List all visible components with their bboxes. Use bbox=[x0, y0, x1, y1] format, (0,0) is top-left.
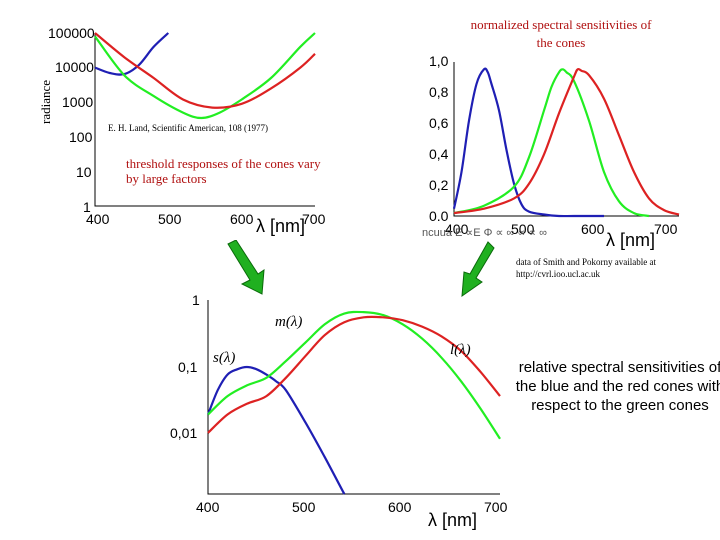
chart-axis bbox=[207, 300, 500, 495]
x-tick: 600 bbox=[388, 499, 412, 515]
normalized-series-group bbox=[452, 62, 680, 218]
arrow-right bbox=[461, 241, 495, 298]
normalized-tick-garble: ncuua E ∝E Φ ∝ ∞ ∝ ∝ ∞ bbox=[422, 227, 547, 239]
y-tick: 100000 bbox=[48, 25, 95, 41]
y-tick: 0,4 bbox=[429, 146, 449, 162]
series-line-m bbox=[207, 310, 501, 440]
relative-series-group bbox=[206, 300, 501, 495]
threshold-y-ticks: 100000 10000 1000 100 10 1 bbox=[48, 25, 95, 215]
y-tick: 1 bbox=[83, 199, 91, 215]
series-line-l bbox=[207, 315, 501, 434]
x-tick: 700 bbox=[484, 499, 508, 515]
y-tick: 0,1 bbox=[178, 359, 198, 375]
threshold-note: threshold responses of the cones vary by… bbox=[126, 156, 321, 186]
x-tick: 500 bbox=[292, 499, 316, 515]
x-tick: 500 bbox=[158, 211, 182, 227]
y-tick: 1,0 bbox=[429, 53, 449, 69]
relative-y-ticks: 1 0,1 0,01 bbox=[170, 292, 200, 441]
threshold-y-label: radiance bbox=[38, 80, 53, 124]
y-tick: 1000 bbox=[62, 94, 93, 110]
series-line-red bbox=[94, 32, 316, 109]
y-tick: 10 bbox=[76, 164, 92, 180]
series-line-s bbox=[206, 365, 346, 495]
relative-description: relative spectral sensitivities of the b… bbox=[515, 359, 720, 414]
chart-axis bbox=[94, 33, 315, 207]
y-tick: 100 bbox=[69, 129, 93, 145]
normalized-chart: 0.0 0,2 0,4 0,6 0,8 1,0 400 500 600 700 … bbox=[422, 53, 680, 250]
y-tick: 0,2 bbox=[429, 177, 449, 193]
x-tick: 400 bbox=[445, 221, 469, 237]
threshold-chart: 100000 10000 1000 100 10 1 400 500 600 7… bbox=[38, 25, 326, 236]
series-line-m bbox=[453, 68, 650, 218]
x-tick: 500 bbox=[511, 221, 535, 237]
threshold-x-label: λ [nm] bbox=[256, 216, 305, 236]
label-l: l(λ) bbox=[450, 342, 471, 358]
y-tick: 0,8 bbox=[429, 84, 449, 100]
normalized-title: normalized spectral sensitivities of the… bbox=[470, 17, 652, 50]
x-tick: 600 bbox=[230, 211, 254, 227]
y-tick: 1 bbox=[192, 292, 200, 308]
y-tick: 10000 bbox=[55, 59, 94, 75]
label-m: m(λ) bbox=[275, 314, 302, 330]
series-line-s bbox=[452, 67, 604, 218]
x-tick: 700 bbox=[654, 221, 678, 237]
relative-x-label: λ [nm] bbox=[428, 510, 477, 530]
y-tick: 0,6 bbox=[429, 115, 449, 131]
citation: E. H. Land, Scientific American, 108 (19… bbox=[108, 123, 268, 133]
normalized-x-label: λ [nm] bbox=[606, 230, 655, 250]
x-tick: 700 bbox=[302, 211, 326, 227]
series-line-green bbox=[94, 32, 316, 120]
series-line-l bbox=[453, 67, 680, 216]
threshold-series-group bbox=[94, 32, 316, 207]
data-source-note: data of Smith and Pokorny available at h… bbox=[516, 257, 656, 279]
y-tick: 0,01 bbox=[170, 425, 197, 441]
x-tick: 600 bbox=[581, 221, 605, 237]
label-s: s(λ) bbox=[213, 350, 235, 366]
normalized-y-ticks: 0.0 0,2 0,4 0,6 0,8 1,0 bbox=[429, 53, 449, 224]
x-tick: 400 bbox=[86, 211, 110, 227]
relative-x-ticks: 400 500 600 700 bbox=[196, 499, 508, 515]
arrow-left bbox=[227, 240, 265, 295]
x-tick: 400 bbox=[196, 499, 220, 515]
threshold-x-ticks: 400 500 600 700 bbox=[86, 211, 326, 227]
relative-chart: 1 0,1 0,01 400 500 600 700 λ [nm] s(λ) m… bbox=[170, 292, 508, 530]
y-tick: 0.0 bbox=[429, 208, 449, 224]
normalized-x-ticks: 400 500 600 700 bbox=[445, 221, 678, 237]
series-line-blue bbox=[94, 32, 170, 76]
